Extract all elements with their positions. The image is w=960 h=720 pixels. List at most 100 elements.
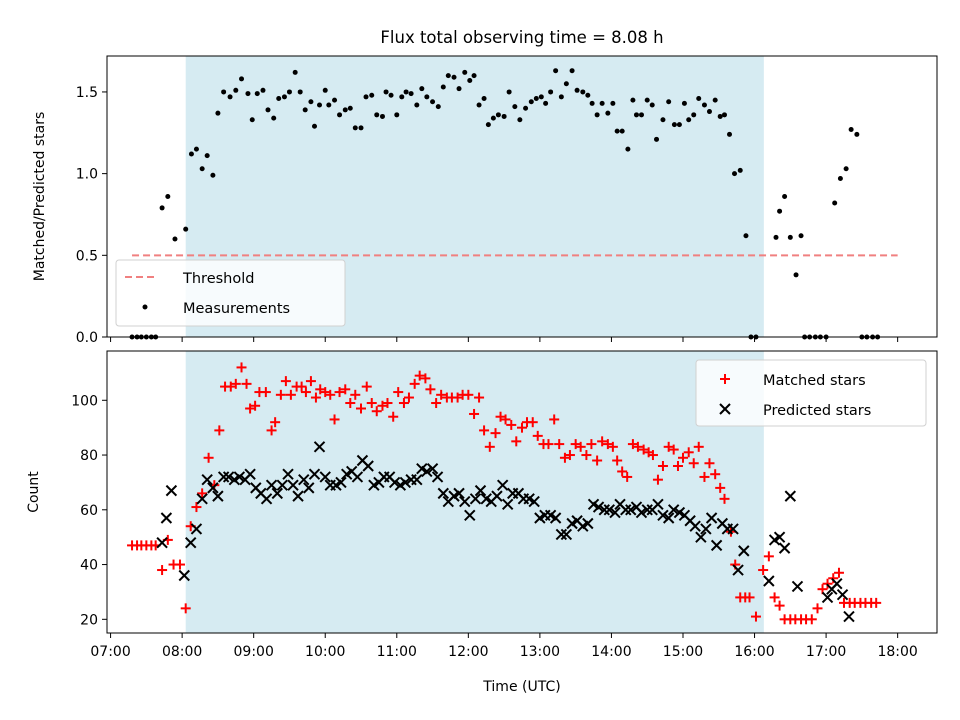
- matched-star-point: [549, 414, 560, 425]
- matched-star-point: [350, 389, 361, 400]
- matched-star-point: [769, 592, 780, 603]
- legend-measurements-label: Measurements: [183, 301, 290, 317]
- predicted-star-point: [298, 473, 310, 486]
- measurement-point: [221, 89, 227, 95]
- measurement-point: [793, 272, 799, 278]
- measurement-point: [227, 94, 233, 100]
- count-ytick-label: 60: [80, 503, 98, 519]
- matched-star-point: [758, 565, 769, 576]
- measurement-point: [743, 233, 749, 239]
- matched-star-point: [241, 378, 252, 389]
- matched-star-point: [693, 441, 704, 452]
- predicted-star-point: [496, 479, 509, 491]
- predicted-star-point: [244, 468, 256, 480]
- predicted-star-point: [821, 591, 834, 604]
- predicted-star-point: [695, 531, 707, 543]
- legend-predicted-swatch: [719, 403, 731, 415]
- time-xtick-label: 10:00: [305, 644, 345, 660]
- measurement-point: [706, 109, 712, 115]
- predicted-star-point: [207, 482, 219, 494]
- matched-star-point: [806, 614, 817, 625]
- predicted-star-point: [560, 528, 573, 541]
- matched-star-point: [570, 439, 581, 450]
- predicted-star-point: [351, 471, 364, 483]
- predicted-star-point: [738, 545, 750, 557]
- predicted-star-point: [156, 536, 168, 549]
- predicted-star-point: [705, 512, 718, 524]
- measurement-point: [260, 87, 266, 93]
- matched-star-point: [203, 452, 214, 463]
- matched-star-point: [828, 573, 839, 584]
- legend-matched-label: Matched stars: [763, 373, 866, 389]
- matched-star-point: [431, 398, 442, 409]
- measurement-point: [495, 112, 501, 118]
- matched-star-point: [484, 441, 495, 452]
- observing-window-shade-bottom: [185, 351, 764, 633]
- matched-star-point: [388, 411, 399, 422]
- predicted-star-point: [185, 536, 197, 549]
- predicted-star-point: [464, 509, 476, 521]
- predicted-star-point: [582, 517, 594, 530]
- ratio-ytick-label: 1.0: [76, 167, 98, 183]
- matched-star-point: [334, 387, 345, 398]
- measurement-point: [485, 122, 491, 128]
- matched-star-point: [710, 469, 721, 480]
- predicted-star-point: [501, 498, 514, 511]
- measurement-point: [773, 234, 779, 240]
- measurement-point: [440, 84, 446, 90]
- measurement-point: [490, 115, 496, 121]
- matched-star-point: [191, 502, 202, 513]
- predicted-star-point: [625, 504, 637, 516]
- measurement-point: [837, 176, 843, 182]
- count-ytick-label: 40: [80, 558, 98, 574]
- measurement-point: [691, 112, 697, 118]
- matched-star-point: [393, 387, 404, 398]
- count-ytick-label: 100: [71, 393, 98, 409]
- predicted-star-point: [773, 531, 786, 543]
- predicted-star-point: [763, 575, 775, 587]
- measurement-point: [671, 122, 677, 128]
- predicted-star-point: [700, 523, 712, 535]
- measurement-point: [467, 78, 473, 84]
- predicted-star-point: [662, 512, 675, 524]
- matched-star-point: [763, 551, 774, 562]
- matched-star-point: [612, 455, 623, 466]
- predicted-star-point: [437, 487, 450, 500]
- predicted-star-point: [160, 512, 173, 524]
- measurement-point: [798, 233, 804, 239]
- matched-star-point: [452, 392, 463, 403]
- matched-star-point: [532, 430, 543, 441]
- matched-star-point: [677, 452, 688, 463]
- matched-star-point: [310, 392, 321, 403]
- predicted-star-point: [635, 506, 648, 519]
- measurement-point: [419, 86, 425, 92]
- count-ytick-label: 20: [80, 612, 98, 628]
- matched-star-point: [657, 460, 668, 471]
- ratio-panel-frame: [106, 55, 938, 338]
- measurement-point: [686, 117, 692, 123]
- measurement-point: [435, 104, 441, 110]
- predicted-star-point: [469, 493, 482, 505]
- matched-star-point: [833, 567, 844, 578]
- measurement-point: [848, 127, 854, 133]
- measurement-point: [676, 122, 682, 128]
- measurement-point: [352, 125, 358, 131]
- time-xtick-label: 18:00: [877, 644, 917, 660]
- chart-title: Flux total observing time = 8.08 h: [380, 28, 663, 47]
- measurement-point: [476, 102, 482, 108]
- matched-star-point: [371, 406, 382, 417]
- measurement-point: [399, 94, 405, 100]
- measurement-point: [233, 87, 239, 93]
- predicted-star-point: [641, 504, 653, 516]
- matched-star-point: [382, 398, 393, 409]
- predicted-star-point: [598, 504, 610, 516]
- measurement-point: [727, 131, 732, 137]
- matched-star-point: [436, 389, 447, 400]
- count-panel: 20 40 60 80 100 07:00 08:00 09:00 10:00 11:00 12:…: [26, 350, 938, 695]
- measurement-point: [358, 125, 364, 131]
- measurement-point: [501, 113, 507, 119]
- predicted-star-point: [431, 471, 444, 483]
- measurement-point: [605, 110, 611, 116]
- measurement-point: [374, 112, 380, 118]
- ratio-legend: Threshold Measurements: [115, 259, 346, 327]
